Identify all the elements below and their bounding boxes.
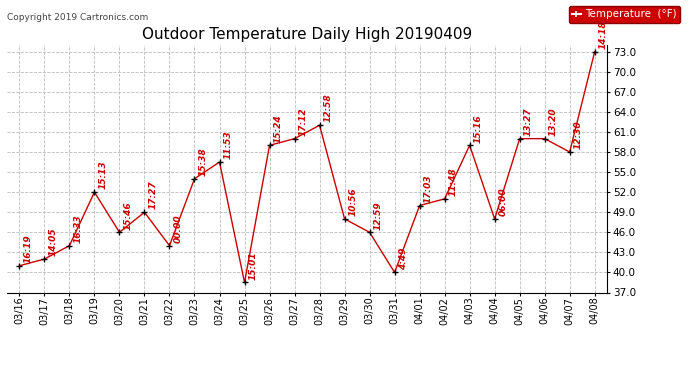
Text: 12:30: 12:30 <box>574 121 583 149</box>
Text: 15:38: 15:38 <box>199 147 208 176</box>
Title: Outdoor Temperature Daily High 20190409: Outdoor Temperature Daily High 20190409 <box>142 27 472 42</box>
Text: 16:19: 16:19 <box>23 234 32 263</box>
Text: 17:03: 17:03 <box>424 174 433 203</box>
Text: 14:18: 14:18 <box>599 20 608 49</box>
Text: 12:59: 12:59 <box>374 201 383 229</box>
Text: 15:46: 15:46 <box>124 201 132 229</box>
Text: 17:12: 17:12 <box>299 107 308 136</box>
Text: 15:01: 15:01 <box>248 251 257 280</box>
Text: Copyright 2019 Cartronics.com: Copyright 2019 Cartronics.com <box>7 13 148 22</box>
Text: 12:58: 12:58 <box>324 94 333 123</box>
Text: 16:33: 16:33 <box>74 214 83 243</box>
Legend: Temperature  (°F): Temperature (°F) <box>569 6 680 23</box>
Text: 17:27: 17:27 <box>148 181 157 210</box>
Text: 14:05: 14:05 <box>48 228 57 256</box>
Text: 15:13: 15:13 <box>99 161 108 189</box>
Text: 13:20: 13:20 <box>549 107 558 136</box>
Text: 15:24: 15:24 <box>274 114 283 142</box>
Text: 13:27: 13:27 <box>524 107 533 136</box>
Text: 15:16: 15:16 <box>474 114 483 142</box>
Text: 11:48: 11:48 <box>448 168 457 196</box>
Text: 10:56: 10:56 <box>348 188 357 216</box>
Text: 06:00: 06:00 <box>499 188 508 216</box>
Text: 11:53: 11:53 <box>224 130 233 159</box>
Text: 4:49: 4:49 <box>399 247 408 270</box>
Text: 00:00: 00:00 <box>174 214 183 243</box>
